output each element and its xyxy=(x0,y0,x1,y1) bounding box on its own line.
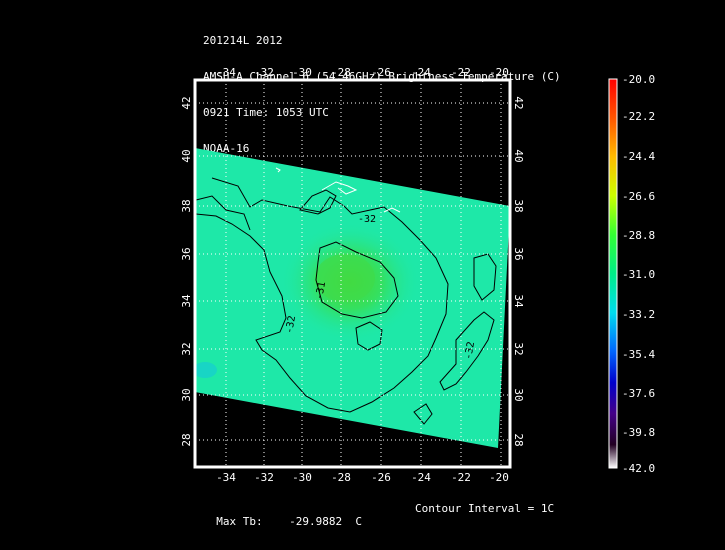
lon-label-top: -28 xyxy=(331,66,351,79)
white-contour-west xyxy=(275,167,281,173)
max-tb-readout: Max Tb: -29.9882 C xyxy=(203,502,362,528)
lon-label-bottom: -24 xyxy=(411,471,431,484)
lat-label-right: 30 xyxy=(512,388,525,401)
warm-core-inner xyxy=(315,254,375,302)
colorbar-label: -26.6 xyxy=(622,190,655,203)
colorbar-label: -37.6 xyxy=(622,387,655,400)
lat-label-right: 38 xyxy=(512,199,525,212)
lat-label-right: 40 xyxy=(512,149,525,162)
swath-layer xyxy=(195,148,510,448)
lat-label-right: 28 xyxy=(512,433,525,446)
lon-label-bottom: -30 xyxy=(292,471,312,484)
header-storm-id: 201214L 2012 xyxy=(203,34,283,47)
contour-north-blob xyxy=(299,189,337,215)
contour-west-wiggle xyxy=(195,195,251,231)
lon-label-top: -26 xyxy=(371,66,391,79)
lat-label-left: 42 xyxy=(180,96,193,109)
colorbar-labels: -20.0 -22.2 -24.4 -26.6 -28.8 -31.0 -33.… xyxy=(622,73,655,475)
contour-outer-32 xyxy=(195,177,449,413)
colorbar-label: -31.0 xyxy=(622,268,655,281)
white-contour-north2 xyxy=(383,207,401,213)
white-contour-north xyxy=(321,181,358,195)
top-lon-labels: -34 -32 -30 -28 -26 -24 -22 -20 xyxy=(216,66,509,79)
colorbar-label: -39.8 xyxy=(622,426,655,439)
colorbar-label: -24.4 xyxy=(622,150,655,163)
contour-labels: -32 -31 -32 -32 xyxy=(284,214,477,361)
lon-label-top: -30 xyxy=(292,66,312,79)
lon-label-top: -22 xyxy=(451,66,471,79)
lat-label-right: 32 xyxy=(512,342,525,355)
contour-interval: Contour Interval = 1C xyxy=(415,502,555,515)
lat-label-left: 40 xyxy=(180,149,193,162)
lon-label-bottom: -34 xyxy=(216,471,236,484)
map-frame xyxy=(193,78,512,469)
cool-patch xyxy=(195,362,217,378)
colorbar: -20.0 -22.2 -24.4 -26.6 -28.8 -31.0 -33.… xyxy=(608,73,655,475)
lat-label-right: 36 xyxy=(512,247,525,260)
colorbar-label: -22.2 xyxy=(622,110,655,123)
lon-label-top: -24 xyxy=(411,66,431,79)
contour-label: -32 xyxy=(358,214,376,225)
colorbar-label: -42.0 xyxy=(622,462,655,475)
colorbar-gradient xyxy=(608,78,618,469)
max-tb-value: -29.9882 xyxy=(289,515,343,528)
max-tb-label: Max Tb: xyxy=(216,515,263,528)
lat-label-right: 34 xyxy=(512,294,525,308)
lat-label-left: 34 xyxy=(180,294,193,308)
lat-label-left: 36 xyxy=(180,247,193,260)
lon-label-top: -32 xyxy=(254,66,274,79)
header-time: 0921 Time: 1053 UTC xyxy=(203,106,329,119)
lon-label-bottom: -22 xyxy=(451,471,471,484)
right-lat-labels: 42 40 38 36 34 32 30 28 xyxy=(512,96,525,446)
colorbar-label: -28.8 xyxy=(622,229,655,242)
max-tb-unit: C xyxy=(355,515,362,528)
lon-label-bottom: -20 xyxy=(489,471,509,484)
contour-southeast-band xyxy=(439,311,495,391)
lon-label-top: -20 xyxy=(489,66,509,79)
contour-label: -32 xyxy=(284,315,298,335)
lat-label-left: 30 xyxy=(180,388,193,401)
colorbar-label: -35.4 xyxy=(622,348,655,361)
colorbar-label: -20.0 xyxy=(622,73,655,86)
white-contour-layer xyxy=(275,167,401,213)
contour-label: -31 xyxy=(314,281,328,301)
bottom-lon-labels: -34 -32 -30 -28 -26 -24 -22 -20 xyxy=(216,471,509,484)
lon-label-bottom: -26 xyxy=(371,471,391,484)
lat-label-right: 42 xyxy=(512,96,525,109)
contour-south-blob xyxy=(355,321,383,351)
lat-label-left: 38 xyxy=(180,199,193,212)
left-lat-labels: 42 40 38 36 34 32 30 28 xyxy=(180,96,193,446)
lat-label-left: 32 xyxy=(180,342,193,355)
lon-label-bottom: -28 xyxy=(331,471,351,484)
contour-label: -32 xyxy=(463,341,477,361)
contour-inner-31 xyxy=(315,241,399,319)
graticule xyxy=(195,80,510,467)
lon-label-bottom: -32 xyxy=(254,471,274,484)
colorbar-label: -33.2 xyxy=(622,308,655,321)
lat-label-left: 28 xyxy=(180,433,193,446)
lon-label-top: -34 xyxy=(216,66,236,79)
